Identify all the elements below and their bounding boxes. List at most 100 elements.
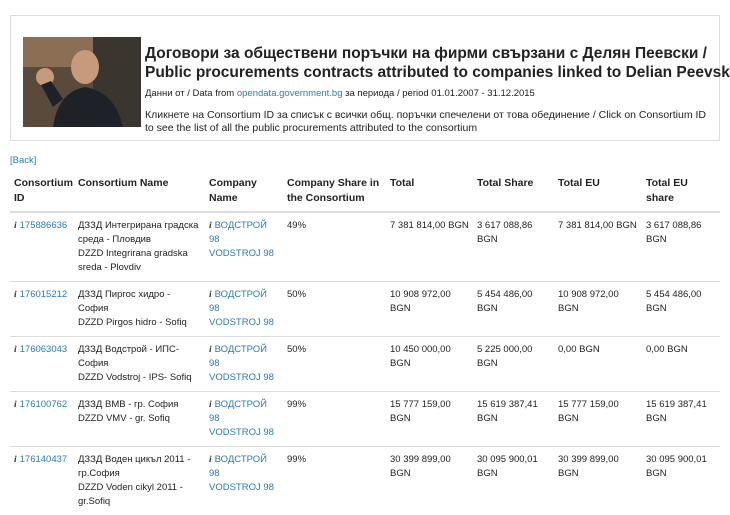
info-icon: i [14,400,17,410]
cell: 30 399 899,00 BGN [386,447,473,515]
cell: ДЗЗД Интегрирана градска среда - Пловдив… [74,212,205,282]
cell-value: 99% [287,454,306,465]
column-header: Total EU [554,172,642,212]
page-body: Договори за обществени поръчки на фирми … [0,0,730,432]
cell-value: 7 381 814,00 BGN [390,220,469,231]
cell: 5 454 486,00 BGN [642,282,720,337]
cell-value: 3 617 088,86 BGN [646,220,701,245]
info-icon: i [14,290,17,300]
info-icon: i [209,345,212,355]
info-icon: i [14,345,17,355]
info-icon: i [209,400,212,410]
cell-value: 50% [287,344,306,355]
column-header: Company Share in the Consortium [283,172,386,212]
info-icon: i [209,290,212,300]
cell-value: 30 399 899,00 BGN [390,454,451,479]
cell-value: 7 381 814,00 BGN [558,220,637,231]
cell-value: 49% [287,220,306,231]
cell: 0,00 BGN [642,337,720,392]
cell-value: 15 619 387,41 BGN [477,399,538,424]
cell: 5 225 000,00 BGN [473,337,554,392]
company-link[interactable]: ВОДСТРОЙ 98 [209,220,267,245]
cell: 15 619 387,41 BGN [473,392,554,447]
company-link[interactable]: VODSTROJ 98 [209,372,274,383]
consortium-link[interactable]: 176063043 [20,344,68,355]
consortium-link[interactable]: 176015212 [20,289,68,300]
company-link[interactable]: ВОДСТРОЙ 98 [209,289,267,314]
column-header: Company Name [205,172,283,212]
cell-value: 15 777 159,00 BGN [558,399,619,424]
cell: 99% [283,392,386,447]
cell: 15 619 387,41 BGN [642,392,720,447]
description: Кликнете на Consortium ID за списък с вс… [145,109,715,135]
cell-value: 5 454 486,00 BGN [477,289,532,314]
cell: 50% [283,282,386,337]
company-link[interactable]: ВОДСТРОЙ 98 [209,454,267,479]
cell: 50% [283,337,386,392]
consortium-link[interactable]: 176140437 [20,454,68,465]
cell: 30 399 899,00 BGN [554,447,642,515]
cell: 30 095 900,01 BGN [642,447,720,515]
header-box: Договори за обществени поръчки на фирми … [10,15,720,141]
cell-value: 10 908 972,00 BGN [558,289,619,314]
cell: 30 095 900,01 BGN [473,447,554,515]
consortium-name: DZZD Integrirana gradska sreda - Plovdiv [78,247,201,275]
back-link[interactable]: [Back] [10,155,36,166]
company-link[interactable]: VODSTROJ 98 [209,427,274,438]
cell-value: 30 095 900,01 BGN [477,454,538,479]
cell: 7 381 814,00 BGN [386,212,473,282]
source-link[interactable]: opendata.government.bg [237,88,343,99]
column-header: Total EU share [642,172,720,212]
consortium-link[interactable]: 175886636 [20,220,68,231]
cell-value: 5 225 000,00 BGN [477,344,532,369]
cell-value: 50% [287,289,306,300]
consortium-name: ДЗЗД Водстрой - ИПС- София [78,343,201,371]
info-icon: i [209,455,212,465]
company-link[interactable]: VODSTROJ 98 [209,482,274,493]
consortium-name: ДЗЗД Интегрирана градска среда - Пловдив [78,219,201,247]
cell-value: 10 908 972,00 BGN [390,289,451,314]
title-line: Договори за обществени поръчки на фирми … [145,44,715,63]
cell: 10 450 000,00 BGN [386,337,473,392]
company-link[interactable]: VODSTROJ 98 [209,317,274,328]
consortium-name: ДЗЗД Пиргос хидро - София [78,288,201,316]
header-text: Договори за обществени поръчки на фирми … [145,44,715,135]
info-icon: i [14,455,17,465]
consortium-name: DZZD Voden cikyl 2011 - gr.Sofiq [78,481,201,509]
cell-value: 30 095 900,01 BGN [646,454,707,479]
company-link[interactable]: ВОДСТРОЙ 98 [209,399,267,424]
cell: 15 777 159,00 BGN [386,392,473,447]
cell: 10 908 972,00 BGN [554,282,642,337]
cell: 5 454 486,00 BGN [473,282,554,337]
company-link[interactable]: VODSTROJ 98 [209,248,274,259]
cell-value: 5 454 486,00 BGN [646,289,701,314]
cell-value: 10 450 000,00 BGN [390,344,451,369]
column-header: Consortium ID [10,172,74,212]
cell-value: 0,00 BGN [646,344,688,355]
consortium-name: ДЗЗД Воден цикъл 2011 - гр.София [78,453,201,481]
consortium-name: DZZD Vodstroj - IPS- Sofiq [78,371,201,385]
consortium-name: DZZD Pirgos hidro - Sofiq [78,316,201,330]
cell: 3 617 088,86 BGN [642,212,720,282]
consortium-link[interactable]: 176100762 [20,399,68,410]
column-header: Consortium Name [74,172,205,212]
company-link[interactable]: ВОДСТРОЙ 98 [209,344,267,369]
